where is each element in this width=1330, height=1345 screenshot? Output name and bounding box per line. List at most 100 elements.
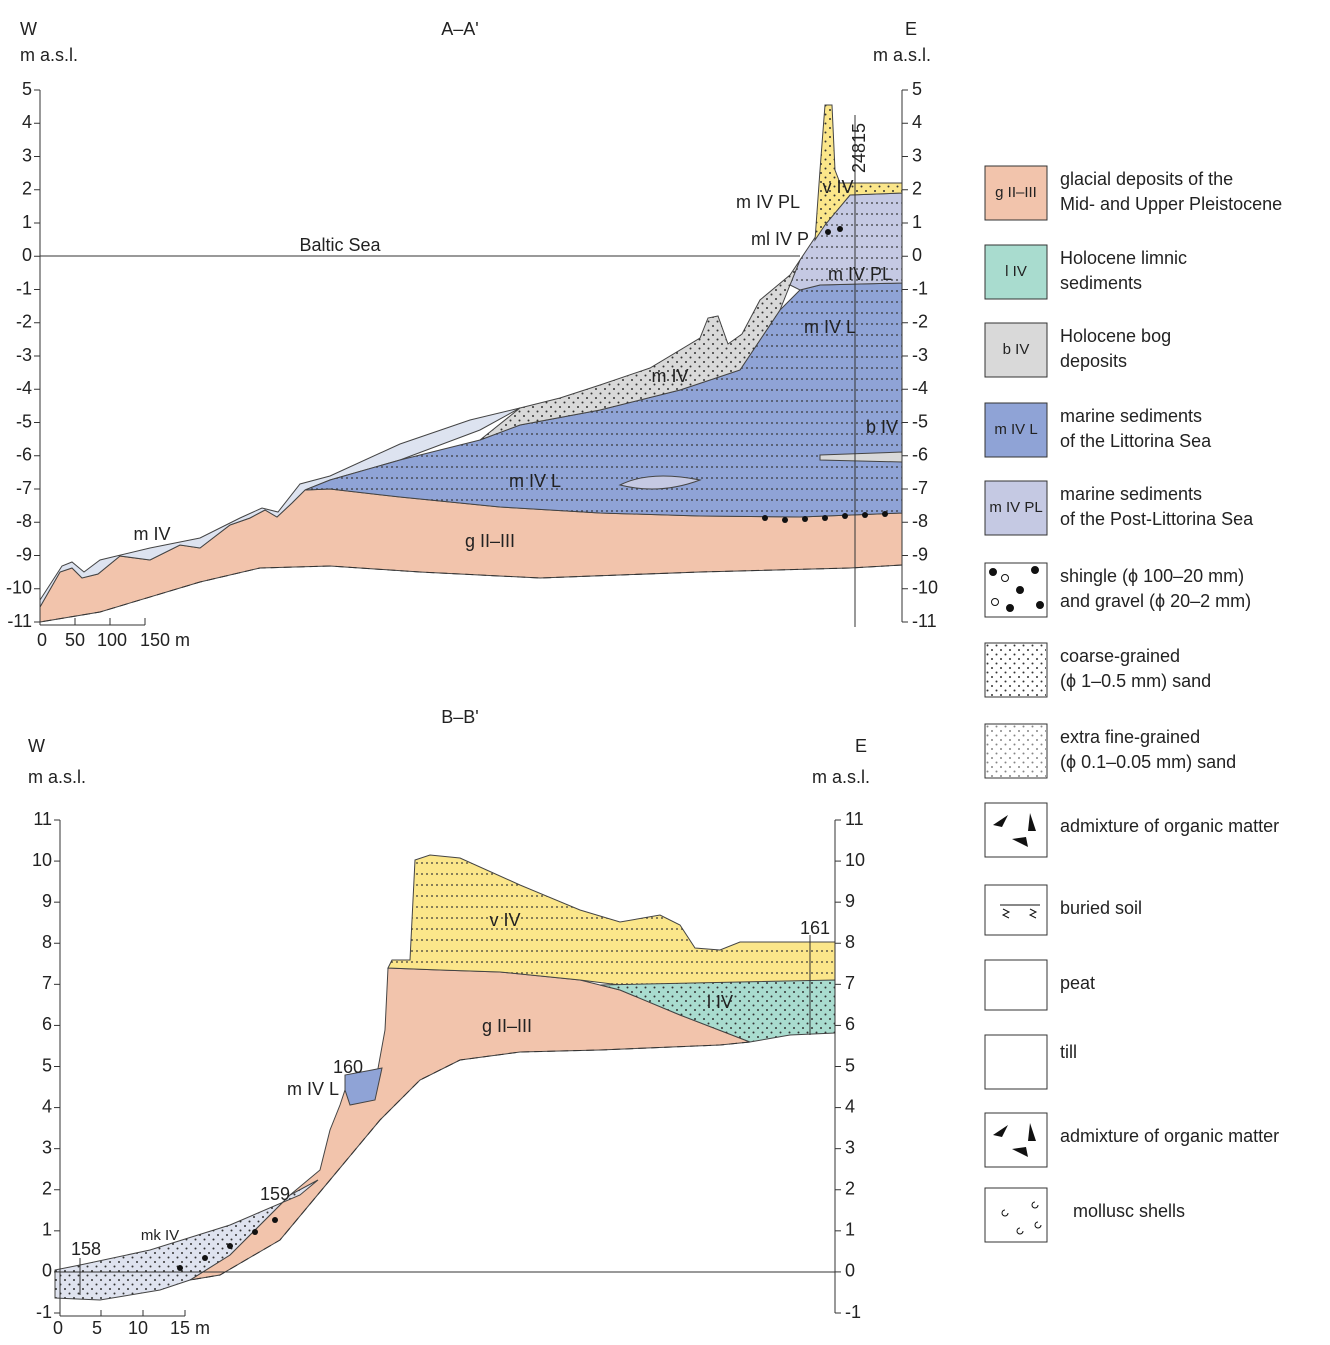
legend-symbol [1032,567,1039,574]
unit-label: m IV L [287,1079,339,1099]
legend-swatch [985,1188,1047,1242]
borehole-label: 158 [71,1239,101,1259]
tick-label: 2 [845,1179,855,1199]
legend-symbol [1002,575,1009,582]
legend-text: mollusc shells [1073,1201,1185,1221]
legend-text: of the Post-Littorina Sea [1060,509,1254,529]
unit-label: Baltic Sea [299,235,381,255]
page: W m a.s.l. A–A' E m a.s.l. 0 50 100 150 … [0,0,1330,1340]
tick-label: 3 [912,145,922,165]
tick-label: 3 [22,145,32,165]
east: E [905,19,917,39]
tick-label: -2 [912,312,928,332]
legend-text: coarse-grained [1060,646,1180,666]
tick-label: -5 [16,411,32,431]
legend-text: glacial deposits of the [1060,169,1233,189]
unit-label: m IV [651,366,688,386]
tick-label: -1 [36,1302,52,1322]
scale-label: 0 [37,630,47,650]
tick-label: 10 [845,850,865,870]
legend-text: admixture of organic matter [1060,1126,1279,1146]
unit-label: mk IV [141,1227,179,1244]
unit-label: g II–III [465,531,515,551]
legend-text: extra fine-grained [1060,727,1200,747]
tick-label: -8 [16,511,32,531]
unit: m a.s.l. [20,45,78,65]
tick-label: 8 [42,932,52,952]
tick-label: -6 [16,445,32,465]
tick-label: 0 [22,245,32,265]
east: E [855,736,867,756]
tick-label: 9 [42,891,52,911]
unit-label: v IV [822,177,853,197]
legend-symbol [1037,602,1044,609]
legend-text: till [1060,1042,1077,1062]
tick-label: 0 [845,1261,855,1281]
unit-label: ml IV P [751,229,809,249]
legend-text: Holocene bog [1060,326,1171,346]
tick-label: -9 [16,544,32,564]
tick-label: 1 [845,1220,855,1240]
legend-symbol [986,644,1046,696]
borehole-label: 161 [800,918,830,938]
legend-symbol [992,599,999,606]
legend-swatch-label: b IV [1003,341,1030,358]
scale-label: 10 [128,1318,148,1338]
legend-swatch-label: g II–III [995,184,1037,201]
legend-swatch-label: m IV PL [989,499,1042,516]
legend-swatch [985,1113,1047,1167]
unit-label: v IV [489,910,520,930]
west: W [20,19,37,39]
legend-swatch [985,960,1047,1010]
tick-label: -4 [912,378,928,398]
scale-label: 0 [53,1318,63,1338]
legend-symbol [1007,605,1014,612]
legend-text: marine sediments [1060,484,1202,504]
tick-label: 5 [845,1055,855,1075]
tick-label: 8 [845,932,855,952]
tick-label: -11 [912,611,937,631]
unit: m a.s.l. [812,767,870,787]
scale-label: 150 m [140,630,190,650]
tick-label: 4 [42,1096,52,1116]
legend-text: (ϕ 1–0.5 mm) sand [1060,671,1211,691]
tick-label: -3 [16,345,32,365]
tick-label: 2 [912,179,922,199]
legend-text: shingle (ϕ 100–20 mm) [1060,566,1244,586]
section-title: B–B' [441,707,478,727]
tick-label: 5 [912,79,922,99]
legend-text: Mid- and Upper Pleistocene [1060,194,1282,214]
scale-label: 50 [65,630,85,650]
tick-label: 0 [42,1261,52,1281]
legend-text: marine sediments [1060,406,1202,426]
tick-label: 4 [22,112,32,132]
tick-label: 9 [845,891,855,911]
tick-label: 0 [912,245,922,265]
tick-label: -7 [912,478,928,498]
tick-label: -5 [912,411,928,431]
unit-label: l IV [707,992,733,1012]
tick-label: 2 [42,1179,52,1199]
tick-label: 1 [22,212,32,232]
borehole-label: 160 [333,1057,363,1077]
unit-label: m IV L [804,317,856,337]
tick-label: 1 [42,1220,52,1240]
west: W [28,736,45,756]
legend-symbol [986,725,1046,777]
legend-text: (ϕ 0.1–0.05 mm) sand [1060,752,1236,772]
tick-label: 4 [845,1096,855,1116]
legend-text: and gravel (ϕ 20–2 mm) [1060,591,1251,611]
unit-label: m IV PL [828,264,892,284]
tick-label: 3 [42,1137,52,1157]
unit: m a.s.l. [28,767,86,787]
tick-label: 10 [32,850,52,870]
scale-label: 5 [92,1318,102,1338]
section-title: A–A' [441,19,478,39]
tick-label: -11 [7,611,32,631]
legend-symbol [1017,587,1024,594]
legend-swatch [985,885,1047,935]
legend-text: deposits [1060,351,1127,371]
tick-label: 11 [845,809,864,829]
borehole-label: 159 [260,1184,290,1204]
unit-label: g II–III [482,1016,532,1036]
